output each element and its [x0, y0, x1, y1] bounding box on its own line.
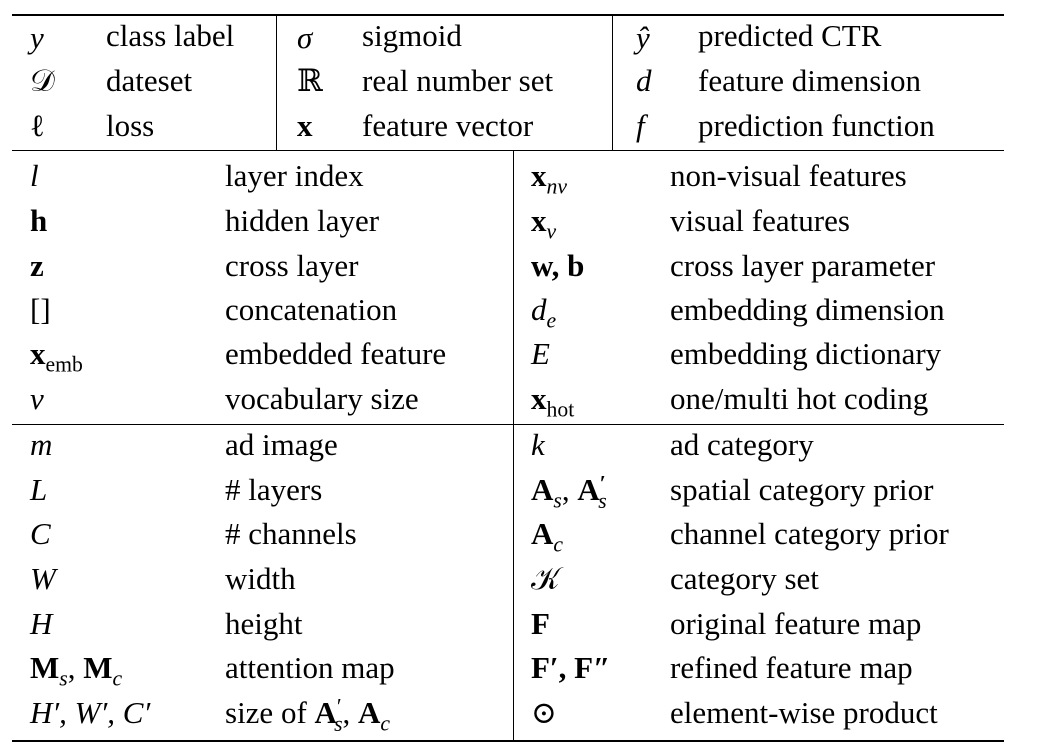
notation-desc: sigmoid	[362, 18, 462, 53]
notation-desc: real number set	[362, 63, 554, 98]
notation-symbol: 𝒟	[30, 63, 55, 98]
notation-desc: width	[225, 561, 296, 596]
notation-symbol: C	[30, 516, 51, 551]
notation-desc: channel category prior	[670, 516, 949, 551]
notation-desc: category set	[670, 561, 819, 596]
notation-desc: dateset	[106, 63, 193, 98]
notation-desc: embedded feature	[225, 336, 447, 371]
notation-desc: ad category	[670, 427, 814, 462]
notation-symbol: L	[30, 472, 48, 507]
notation-symbol: z	[30, 248, 44, 283]
notation-symbol: ℝ	[297, 63, 323, 98]
notation-desc: embedding dictionary	[670, 336, 942, 371]
notation-symbol: w, b	[531, 248, 585, 283]
notation-symbol: F′, F″	[531, 650, 611, 685]
notation-desc: # layers	[225, 472, 323, 507]
notation-symbol: H′, W′, C′	[30, 695, 151, 730]
notation-desc: # channels	[225, 516, 357, 551]
notation-symbol: d	[636, 63, 652, 98]
notation-desc: refined feature map	[670, 650, 913, 685]
notation-desc: layer index	[225, 158, 364, 193]
notation-symbol: E	[531, 336, 550, 371]
notation-symbol: σ	[297, 20, 313, 55]
notation-desc: prediction function	[698, 108, 935, 143]
notation-symbol: xemb	[30, 336, 83, 377]
notation-desc: attention map	[225, 650, 395, 685]
notation-desc: cross layer	[225, 248, 359, 283]
notation-symbol: ⊙	[531, 695, 557, 730]
notation-desc: visual features	[670, 203, 850, 238]
notation-symbol: Ms, Mc	[30, 650, 123, 691]
notation-desc: vocabulary size	[225, 381, 419, 416]
notation-desc: original feature map	[670, 606, 922, 641]
notation-desc: height	[225, 606, 303, 641]
notation-symbol: 𝒦	[531, 561, 560, 596]
middle-divider	[513, 151, 514, 424]
notation-desc: element-wise product	[670, 695, 938, 730]
notation-desc: one/multi hot coding	[670, 381, 929, 416]
notation-symbol: de	[531, 292, 557, 333]
bottom-divider	[513, 425, 514, 740]
section-rule-1	[12, 150, 1004, 151]
notation-symbol: ŷ	[636, 20, 650, 55]
notation-symbol: xhot	[531, 381, 575, 422]
notation-symbol: l	[30, 158, 39, 193]
notation-desc: spatial category prior	[670, 472, 934, 507]
notation-desc: non-visual features	[670, 158, 907, 193]
table-top-rule	[12, 14, 1004, 16]
notation-desc: cross layer parameter	[670, 248, 936, 283]
top-divider-2	[612, 15, 613, 150]
notation-symbol: H	[30, 606, 53, 641]
notation-symbol: []	[30, 292, 51, 327]
notation-symbol: W	[30, 561, 56, 596]
notation-symbol: Ac	[531, 516, 564, 557]
notation-desc: feature vector	[362, 108, 534, 143]
notation-symbol: f	[636, 108, 645, 143]
notation-symbol: y	[30, 20, 44, 55]
notation-symbol: ℓ	[30, 108, 45, 143]
section-rule-2	[12, 424, 1004, 425]
notation-desc: size of A′s, Ac	[225, 694, 391, 736]
notation-desc: hidden layer	[225, 203, 380, 238]
notation-symbol: m	[30, 427, 53, 462]
notation-symbol: xnv	[531, 158, 567, 199]
notation-symbol: F	[531, 606, 550, 641]
notation-symbol: h	[30, 203, 48, 238]
notation-desc: ad image	[225, 427, 338, 462]
top-divider-1	[276, 15, 277, 150]
notation-desc: loss	[106, 108, 155, 143]
notation-symbol: xv	[531, 203, 557, 244]
notation-symbol: As, A′s	[531, 471, 607, 513]
notation-desc: predicted CTR	[698, 18, 882, 53]
notation-desc: concatenation	[225, 292, 398, 327]
notation-symbol: x	[297, 108, 313, 143]
notation-desc: embedding dimension	[670, 292, 945, 327]
notation-symbol: v	[30, 381, 44, 416]
notation-symbol: k	[531, 427, 545, 462]
notation-desc: feature dimension	[698, 63, 921, 98]
table-bottom-rule	[12, 740, 1004, 742]
notation-desc: class label	[106, 18, 235, 53]
